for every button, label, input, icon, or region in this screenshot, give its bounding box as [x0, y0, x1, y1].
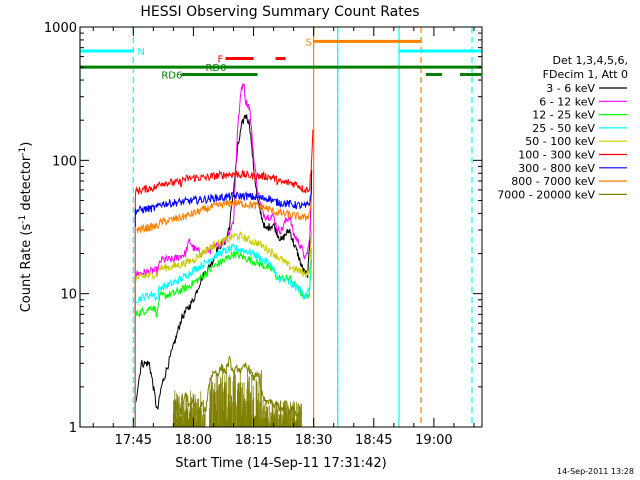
legend: Det 1,3,4,5,6, FDecim 1, Att 0 3 - 6 keV…: [497, 54, 628, 201]
chart-title: HESSI Observing Summary Count Rates: [140, 4, 419, 20]
legend-label: 12 - 25 keV: [532, 109, 595, 122]
legend-label: 25 - 50 keV: [532, 122, 595, 135]
series-line: [134, 129, 314, 427]
legend-label: 800 - 7000 keV: [511, 175, 595, 188]
x-tick-label: 17:45: [115, 433, 152, 448]
series-line: [134, 230, 313, 427]
x-axis-label: Start Time (14-Sep-11 17:31:42): [175, 456, 386, 471]
y-axis-label-exp-2: -1: [18, 147, 28, 156]
x-tick-label: 19:00: [415, 433, 452, 448]
y-axis-label-mid: detector: [19, 155, 34, 215]
flag-bar-label: S: [306, 37, 312, 48]
x-axis: 17:45 18:00 18:15 18:30 18:45 19:00: [92, 27, 475, 448]
y-tick-label: 1: [69, 421, 77, 436]
series-line: [134, 83, 313, 427]
legend-label: 100 - 300 keV: [518, 149, 595, 162]
legend-label: 300 - 800 keV: [518, 162, 595, 175]
flag-bar-label: N: [137, 47, 144, 58]
series-line: [172, 355, 303, 427]
legend-header-line-2: FDecim 1, Att 0: [543, 68, 628, 81]
x-tick-label: 18:30: [295, 433, 332, 448]
y-axis: 1 10 100 1000: [44, 21, 482, 436]
y-tick-label: 10: [60, 288, 77, 303]
y-axis-label-prefix: Count Rate (s: [19, 224, 34, 313]
series-line: [134, 114, 313, 427]
y-axis-label: Count Rate (s-1 detector-1): [18, 142, 34, 313]
y-axis-label-exp-1: -1: [18, 215, 28, 224]
legend-label: 50 - 100 keV: [525, 135, 595, 148]
y-tick-label: 100: [52, 154, 77, 169]
legend-label: 7000 - 20000 keV: [497, 188, 595, 201]
flag-bar-label: RD6: [161, 71, 182, 82]
legend-header-line-1: Det 1,3,4,5,6,: [552, 54, 628, 67]
x-tick-label: 18:15: [235, 433, 272, 448]
series-line: [134, 242, 313, 427]
x-tick-label: 18:00: [175, 433, 212, 448]
series-line: [134, 194, 313, 427]
plot-frame: [79, 26, 483, 428]
series-line: [134, 250, 313, 427]
legend-label: 3 - 6 keV: [546, 82, 595, 95]
series-line: [134, 185, 313, 427]
footer-timestamp: 14-Sep-2011 13:28: [557, 467, 634, 476]
legend-label: 6 - 12 keV: [539, 95, 595, 108]
y-axis-label-suffix: ): [19, 142, 34, 147]
y-tick-label: 1000: [44, 21, 77, 36]
x-tick-label: 18:45: [355, 433, 392, 448]
flag-bar-label: F: [217, 55, 223, 66]
flag-bar-label: RD0: [205, 63, 226, 74]
